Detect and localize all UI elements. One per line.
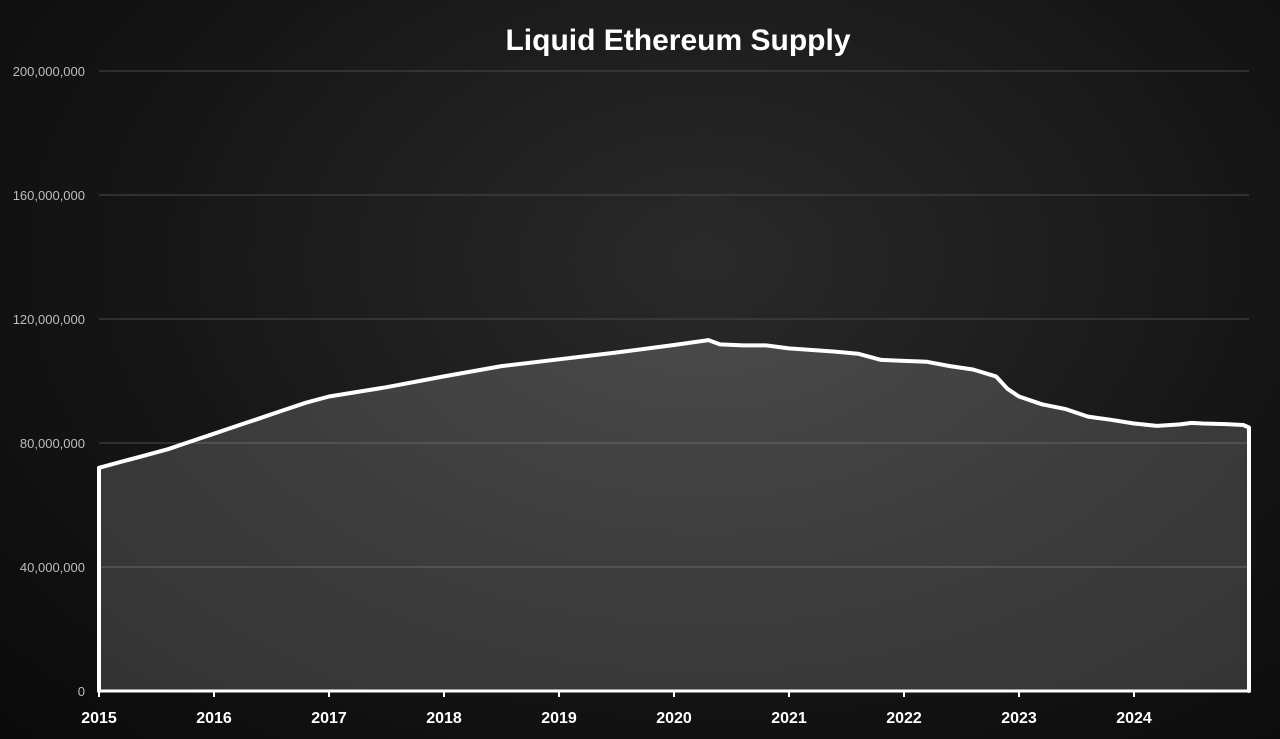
axes	[98, 689, 1249, 697]
x-tick-label: 2018	[426, 710, 462, 727]
x-tick-label: 2021	[771, 710, 807, 727]
series-line	[97, 338, 1251, 693]
grid-lines	[99, 70, 1249, 568]
area-series	[97, 338, 1251, 693]
x-tick-label: 2015	[81, 710, 117, 727]
y-tick-label: 200,000,000	[13, 64, 85, 79]
x-tick-label: 2023	[1001, 710, 1037, 727]
x-tick-label: 2024	[1116, 710, 1152, 727]
y-tick-label: 0	[78, 684, 85, 699]
x-tick-label: 2020	[656, 710, 692, 727]
x-tick-label: 2017	[311, 710, 347, 727]
y-tick-label: 80,000,000	[20, 436, 85, 451]
chart-title: Liquid Ethereum Supply	[505, 24, 850, 57]
x-axis-ticks: 2015 2016 2017 2018 2019 2020 2021 2022 2023 2024	[81, 710, 1152, 727]
x-tick-label: 2016	[196, 710, 232, 727]
y-tick-label: 120,000,000	[13, 312, 85, 327]
y-tick-label: 160,000,000	[13, 188, 85, 203]
area-fill	[99, 340, 1249, 691]
y-axis-ticks: 0 40,000,000 80,000,000 120,000,000 160,000,…	[13, 64, 85, 699]
y-tick-label: 40,000,000	[20, 560, 85, 575]
x-tick-label: 2019	[541, 710, 577, 727]
x-tick-label: 2022	[886, 710, 922, 727]
